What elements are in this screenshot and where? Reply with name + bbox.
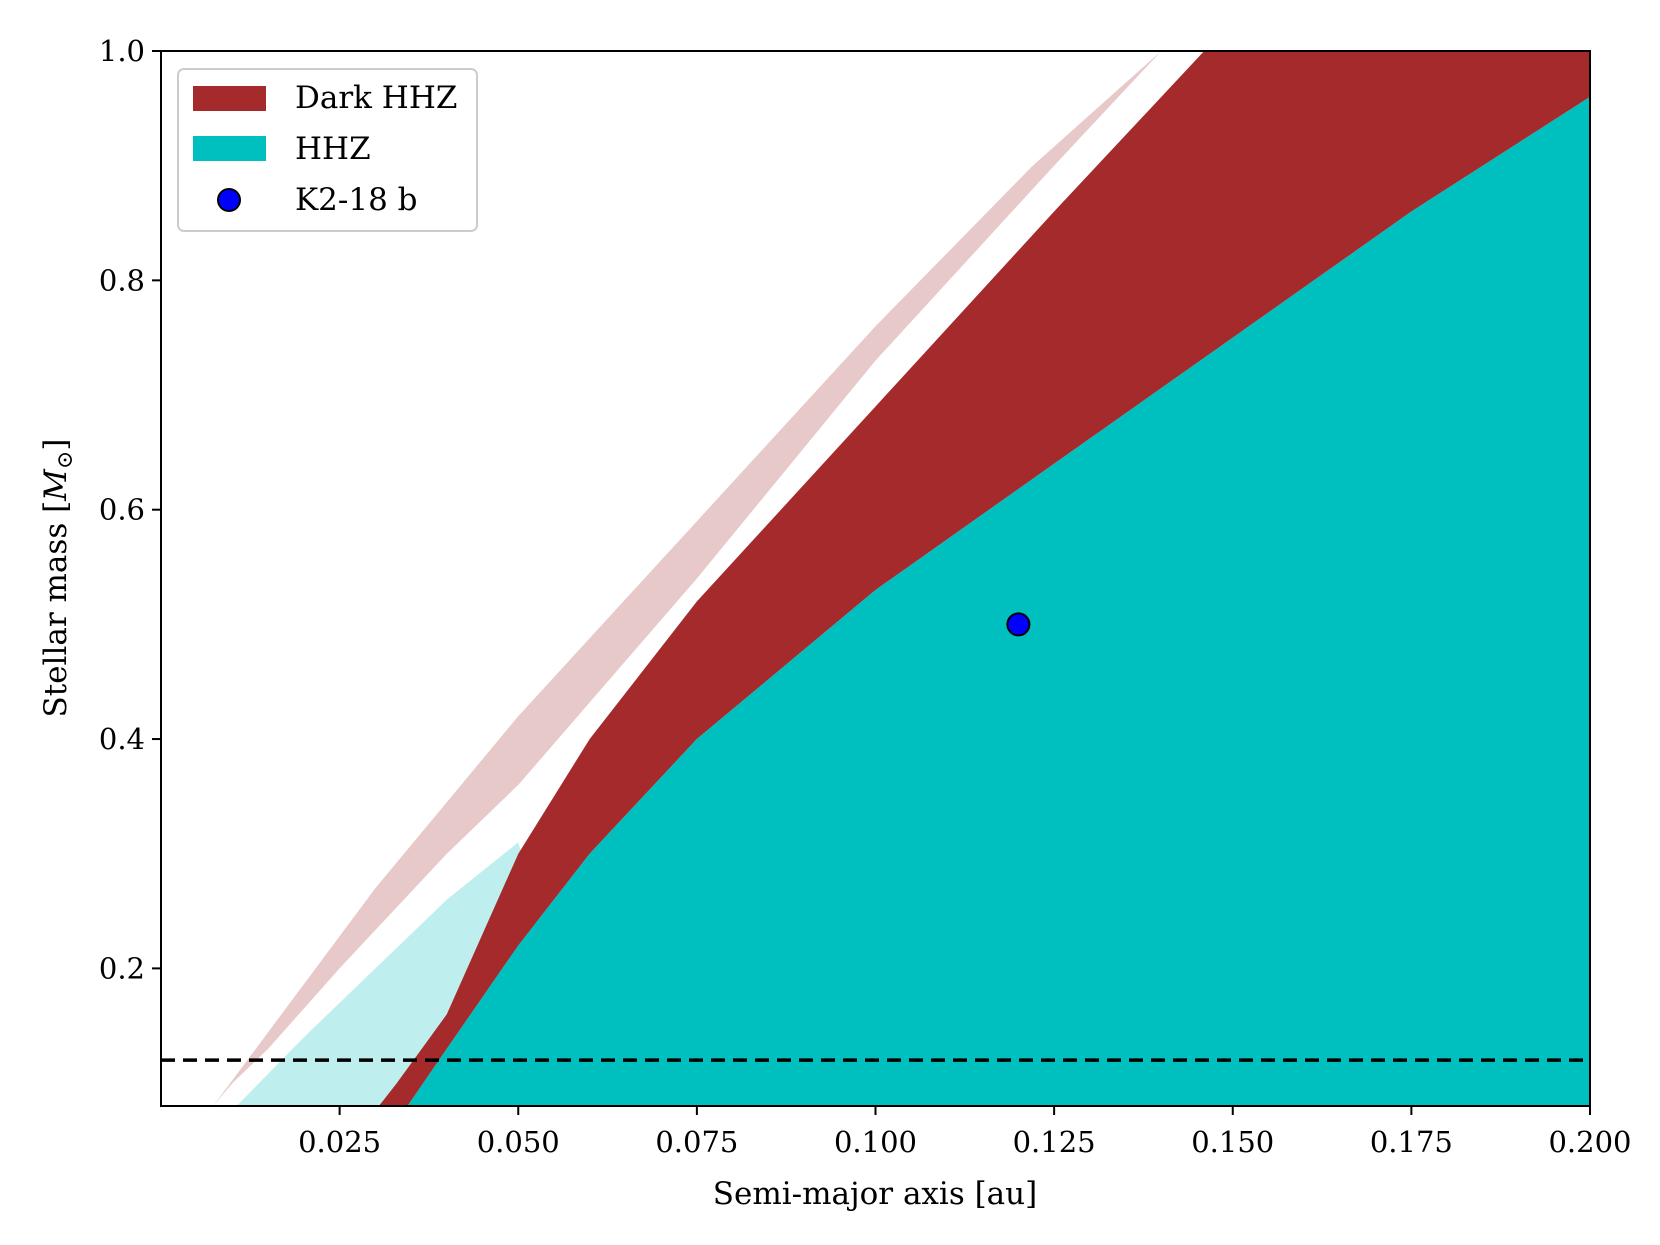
y-tick-label: 0.8 — [99, 263, 145, 297]
legend-label-k2-18b: K2-18 b — [295, 182, 418, 218]
x-axis-label: Semi-major axis [au] — [713, 1176, 1037, 1212]
y-axis-ticks: 0.2 0.4 0.6 0.8 1.0 — [99, 34, 161, 985]
x-tick-label: 0.175 — [1370, 1125, 1453, 1159]
x-tick-label: 0.150 — [1191, 1125, 1274, 1159]
legend-marker-k2-18b — [217, 188, 241, 212]
y-tick-label: 0.6 — [99, 493, 145, 527]
legend-label-hhz: HHZ — [295, 131, 371, 167]
legend: Dark HHZ HHZ K2-18 b — [177, 68, 478, 232]
y-tick-label: 0.2 — [99, 951, 145, 985]
hhz-band — [407, 96, 1590, 1106]
x-axis-ticks: 0.025 0.050 0.075 0.100 0.125 0.150 0.175 0.200 — [298, 1106, 1632, 1159]
x-tick-label: 0.200 — [1548, 1125, 1631, 1159]
x-tick-label: 0.075 — [655, 1125, 738, 1159]
x-tick-label: 0.050 — [477, 1125, 560, 1159]
plot-area — [161, 51, 1590, 1106]
x-tick-label: 0.025 — [298, 1125, 381, 1159]
y-tick-label: 0.4 — [99, 722, 145, 756]
y-tick-label: 1.0 — [99, 34, 145, 68]
dark-hhz-band — [378, 51, 1590, 1106]
x-tick-label: 0.100 — [834, 1125, 917, 1159]
legend-swatch-hhz — [193, 136, 266, 161]
k2-18b-point — [1006, 612, 1031, 637]
y-axis-label: Stellar mass [M⊙] — [38, 439, 78, 718]
legend-label-dark-hhz: Dark HHZ — [295, 80, 457, 116]
legend-swatch-dark-hhz — [193, 86, 266, 111]
x-tick-label: 0.125 — [1013, 1125, 1096, 1159]
dark-hhz-light-band — [213, 51, 1162, 1106]
